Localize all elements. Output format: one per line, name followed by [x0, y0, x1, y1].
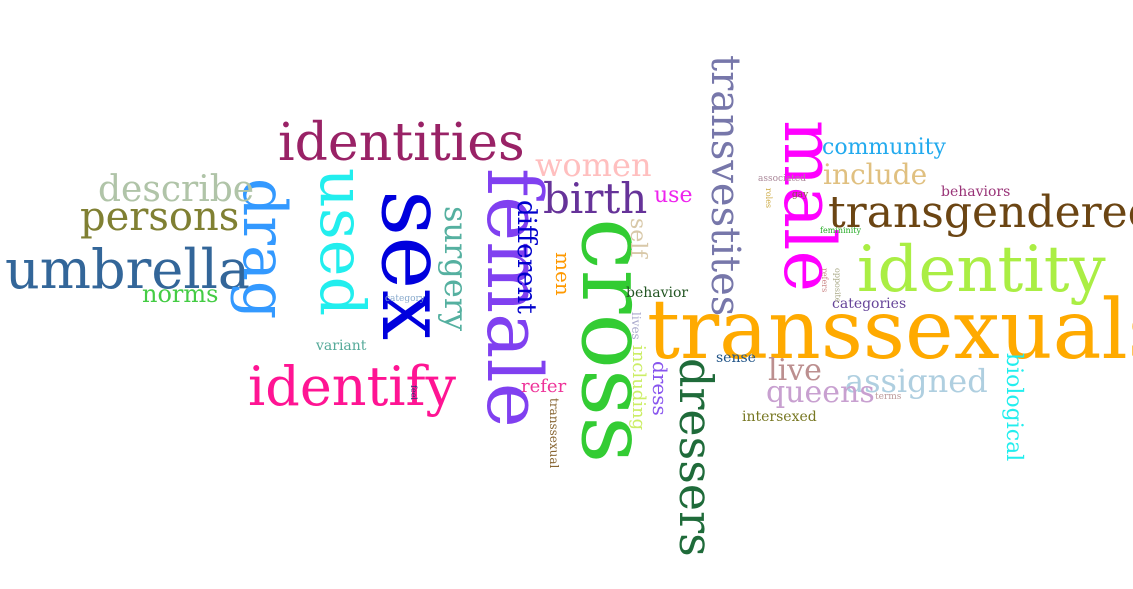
word-refer: refer — [521, 376, 567, 397]
word-transsexuals: transsexuals — [647, 283, 1133, 378]
word-live: live — [768, 353, 822, 388]
word-used: used — [306, 168, 379, 317]
word-use: use — [654, 183, 693, 208]
word-behaviors: behaviors — [941, 184, 1011, 200]
word-categories: categories — [832, 296, 907, 312]
word-opposite: opposite — [833, 268, 842, 303]
word-dressers: dressers — [669, 358, 723, 557]
word-including: including — [628, 345, 649, 431]
word-different: different — [511, 200, 541, 314]
word-identities: identities — [278, 113, 525, 173]
word-femininity: femininity — [820, 226, 861, 235]
word-behavior: behavior — [626, 285, 689, 301]
word-birth: birth — [543, 174, 648, 223]
word-dress: dress — [648, 361, 672, 416]
word-roles: roles — [764, 188, 773, 209]
word-gay: gay — [792, 190, 809, 200]
word-intersexed: intersexed — [742, 409, 817, 425]
word-sense: sense — [716, 350, 756, 366]
word-self: self — [625, 218, 650, 258]
word-feel: feel — [409, 385, 418, 400]
word-identify: identify — [248, 355, 457, 418]
word-women: women — [535, 146, 652, 184]
word-variant: variant — [316, 338, 367, 354]
word-umbrella: umbrella — [5, 238, 251, 301]
word-queens: queens — [766, 375, 875, 410]
word-associated: associated — [758, 174, 807, 184]
word-norms: norms — [142, 280, 219, 308]
word-community: community — [822, 135, 946, 160]
word-refers: refers — [820, 268, 829, 293]
word-persons: persons — [80, 194, 240, 240]
word-transsexual: transsexual — [547, 398, 561, 469]
word-terms: terms — [875, 392, 902, 402]
word-assigned: assigned — [845, 362, 988, 400]
word-identity: identity — [857, 233, 1106, 307]
word-biological: biological — [1001, 353, 1026, 462]
word-transvestites: transvestites — [702, 55, 748, 317]
word-category: category — [385, 294, 425, 304]
word-surgery: surgery — [437, 206, 475, 332]
word-lives: lives — [629, 312, 643, 340]
word-include: include — [823, 158, 928, 191]
word-transgendered: transgendered — [828, 187, 1133, 238]
word-men: men — [551, 252, 575, 296]
word-describe: describe — [98, 169, 255, 210]
